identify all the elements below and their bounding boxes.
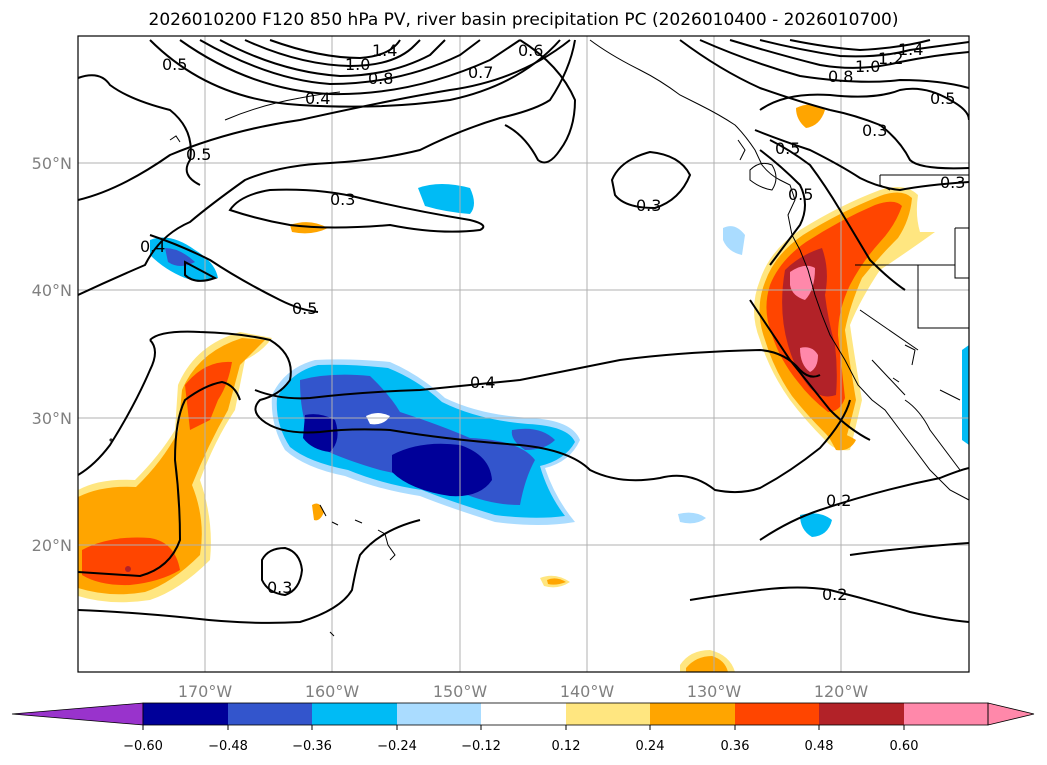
contour-label: 0.5 <box>788 185 813 204</box>
positive-anomaly-small <box>547 578 566 585</box>
colorbar-segment <box>566 703 650 725</box>
negative-anomaly-small <box>962 345 969 445</box>
negative-anomaly-small <box>165 248 195 266</box>
contour-label: 0.4 <box>470 373 495 392</box>
lon-label: 170°W <box>178 682 233 701</box>
colorbar-tick-label: 0.48 <box>805 739 834 754</box>
contour-label: 0.5 <box>162 55 187 74</box>
precipitation-shading <box>78 104 969 672</box>
lon-label: 140°W <box>560 682 615 701</box>
contour-label: 1.2 <box>878 49 903 68</box>
colorbar-tick-label: 0.24 <box>636 739 665 754</box>
negative-anomaly-small <box>800 513 832 537</box>
colorbar-extend-low <box>11 702 144 726</box>
negative-anomaly-small <box>678 512 706 524</box>
contour-label: 0.5 <box>930 89 955 108</box>
contour-labels: 1.4 1.0 0.8 0.7 0.6 0.5 0.4 0.5 0.3 0.4 … <box>140 40 965 604</box>
lat-label: 30°N <box>32 409 72 428</box>
contour-label: 0.5 <box>186 145 211 164</box>
colorbar-tick-label: 0.36 <box>721 739 750 754</box>
colorbar-segment <box>735 703 819 725</box>
contour-label: 0.5 <box>292 299 317 318</box>
colorbar-tick-label: −0.36 <box>292 739 332 754</box>
colorbar-segment <box>481 703 566 725</box>
contour-label: 0.6 <box>518 41 543 60</box>
negative-anomaly-central <box>271 359 580 525</box>
colorbar-tick-label: −0.12 <box>461 739 501 754</box>
positive-anomaly-east <box>754 186 935 451</box>
contour-label: 0.2 <box>826 491 851 510</box>
lon-label: 120°W <box>814 682 869 701</box>
colorbar-tick-label: −0.60 <box>123 739 163 754</box>
contour-label: 1.4 <box>372 41 397 60</box>
colorbar-segment <box>819 703 904 725</box>
lat-label: 50°N <box>32 154 72 173</box>
graticule <box>78 36 969 672</box>
contour-label: 0.8 <box>828 67 853 86</box>
negative-anomaly-small <box>723 226 745 255</box>
contour-label: 0.3 <box>636 196 661 215</box>
positive-anomaly-small <box>796 104 825 128</box>
colorbar-segment <box>397 703 481 725</box>
latitude-labels: 50°N 40°N 30°N 20°N <box>32 154 72 555</box>
colorbar-tick-label: 0.12 <box>552 739 581 754</box>
contour-label: 0.3 <box>330 190 355 209</box>
contour-label: 0.5 <box>775 139 800 158</box>
lon-label: 150°W <box>433 682 488 701</box>
colorbar-extend-high <box>904 703 1034 725</box>
colorbar: −0.60 −0.48 −0.36 −0.24 −0.12 0.12 0.24 … <box>11 702 1035 754</box>
map-frame <box>77 35 970 673</box>
contour-label: 0.3 <box>940 173 965 192</box>
longitude-labels: 170°W 160°W 150°W 140°W 130°W 120°W <box>178 682 869 701</box>
contour-label: 1.4 <box>898 40 923 59</box>
lat-label: 40°N <box>32 281 72 300</box>
lon-label: 160°W <box>305 682 360 701</box>
colorbar-segment <box>650 703 735 725</box>
lat-label: 20°N <box>32 536 72 555</box>
colorbar-segment <box>312 703 397 725</box>
contour-label: 0.3 <box>862 121 887 140</box>
pv-contours <box>78 39 969 624</box>
map-title: 2026010200 F120 850 hPa PV, river basin … <box>148 10 899 30</box>
colorbar-segment <box>143 703 228 725</box>
colorbar-segment <box>228 703 312 725</box>
contour-label: 1.0 <box>855 57 880 76</box>
colorbar-tick-label: −0.24 <box>377 739 417 754</box>
colorbar-tick-label: −0.48 <box>208 739 248 754</box>
contour-label: 0.2 <box>822 585 847 604</box>
contour-label: 0.4 <box>140 237 165 256</box>
lon-label: 130°W <box>687 682 742 701</box>
contour-label: 1.0 <box>345 55 370 74</box>
contour-label: 0.3 <box>267 578 292 597</box>
positive-anomaly-small <box>686 656 728 672</box>
contour-label: 0.4 <box>305 89 330 108</box>
colorbar-tick-label: 0.60 <box>890 739 919 754</box>
contour-label: 0.7 <box>468 63 493 82</box>
contour-label: 0.8 <box>368 69 393 88</box>
